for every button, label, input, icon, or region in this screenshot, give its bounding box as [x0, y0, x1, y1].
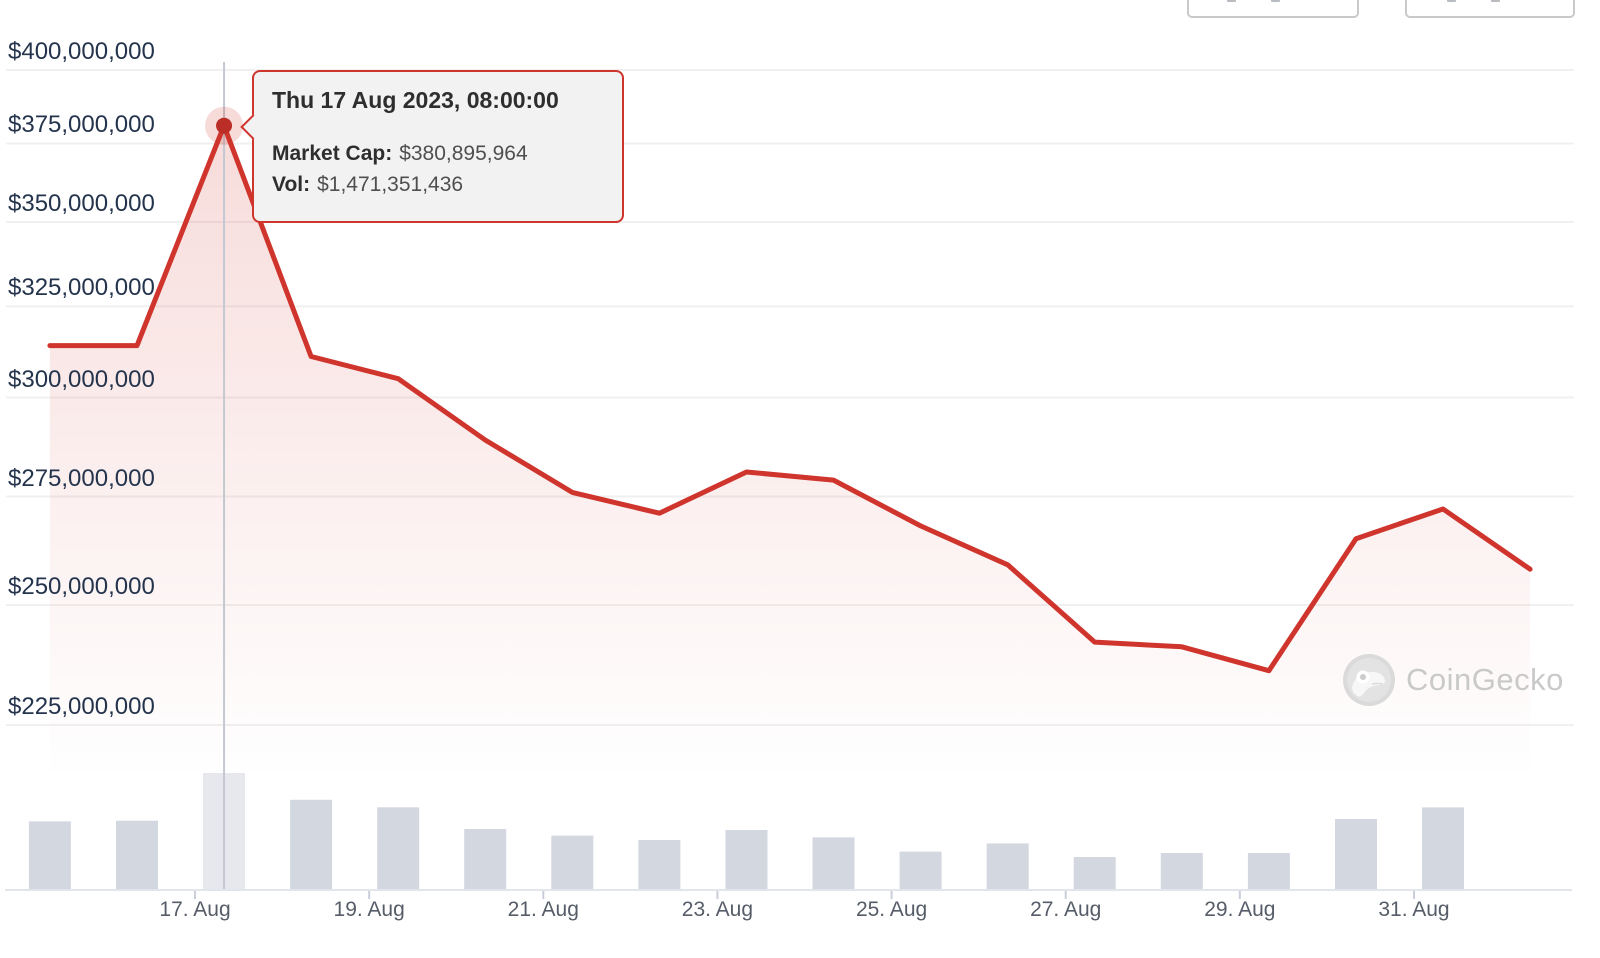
volume-bar[interactable] — [1073, 857, 1116, 889]
volume-bar[interactable] — [986, 843, 1029, 889]
tooltip-body: Market Cap: $380,895,964 Vol: $1,471,351,4… — [272, 138, 604, 200]
market-cap-line[interactable] — [47, 123, 1533, 674]
x-axis-label: 29. Aug — [1204, 898, 1276, 921]
volume-bar[interactable] — [638, 840, 681, 889]
toolbar-button-right[interactable] — [1405, 0, 1575, 18]
volume-bar[interactable] — [377, 807, 420, 889]
tooltip-vol-value: $1,471,351,436 — [317, 173, 464, 196]
chart-tooltip: Thu 17 Aug 2023, 08:00:00 Market Cap: $38… — [240, 70, 624, 223]
volume-bar[interactable] — [290, 799, 333, 889]
tooltip-title: Thu 17 Aug 2023, 08:00:00 — [272, 87, 559, 113]
x-axis-label: 31. Aug — [1378, 898, 1450, 921]
y-axis-label: $275,000,000 — [8, 464, 155, 492]
x-axis-label: 17. Aug — [159, 898, 231, 921]
volume-bar[interactable] — [812, 837, 855, 889]
x-axis-label: 21. Aug — [507, 898, 579, 921]
y-axis-label: $400,000,000 — [8, 38, 155, 65]
x-axis-label: 25. Aug — [855, 898, 928, 921]
volume-bar[interactable] — [1335, 819, 1377, 889]
volume-bar[interactable] — [116, 820, 158, 889]
tooltip-market-cap-row: Market Cap: $380,895,964 — [272, 138, 604, 169]
toolbar-button-right-icon-2 — [1491, 0, 1500, 2]
volume-bar[interactable] — [725, 830, 768, 889]
coingecko-watermark: CoinGecko — [1342, 653, 1564, 707]
y-axis-label: $300,000,000 — [8, 365, 155, 393]
x-axis-label: 23. Aug — [681, 898, 754, 921]
x-axis-label: 19. Aug — [333, 898, 405, 921]
toolbar-button-left-icon-2 — [1271, 0, 1280, 2]
market-cap-area — [49, 125, 1531, 889]
hovered-point-dot[interactable] — [216, 117, 233, 134]
x-axis-label: 27. Aug — [1030, 898, 1102, 921]
toolbar-button-left[interactable] — [1187, 0, 1359, 18]
coingecko-watermark-text: CoinGecko — [1406, 662, 1564, 697]
toolbar-button-right-icon — [1447, 0, 1456, 2]
tooltip-vol-label: Vol: — [272, 173, 311, 196]
y-axis-label: $325,000,000 — [8, 274, 155, 302]
coingecko-logo-icon — [1343, 654, 1395, 706]
volume-bar[interactable] — [1247, 853, 1290, 889]
volume-bar[interactable] — [899, 851, 942, 889]
y-axis-label: $375,000,000 — [8, 111, 155, 139]
volume-bar[interactable] — [28, 821, 71, 889]
volume-bar[interactable] — [1422, 807, 1464, 889]
y-axis-label: $225,000,000 — [8, 693, 155, 720]
y-axis-label: $250,000,000 — [8, 573, 155, 601]
volume-bar[interactable] — [551, 835, 594, 889]
toolbar-button-left-icon — [1227, 0, 1236, 2]
tooltip-market-cap-label: Market Cap: — [272, 142, 393, 165]
y-axis-label: $350,000,000 — [8, 190, 155, 217]
volume-bar[interactable] — [1160, 853, 1203, 889]
tooltip-market-cap-value: $380,895,964 — [399, 142, 528, 165]
tooltip-vol-row: Vol: $1,471,351,436 — [272, 169, 604, 200]
volume-bar[interactable] — [464, 829, 507, 889]
